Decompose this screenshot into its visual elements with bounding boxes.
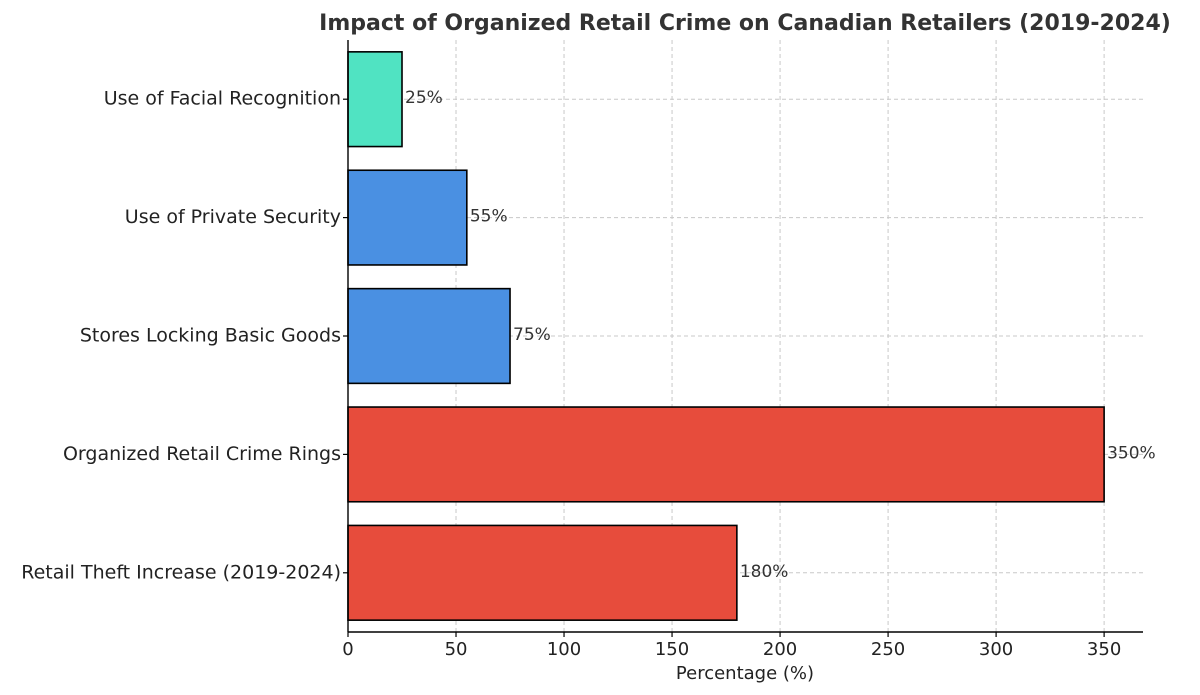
- x-tick-label: 150: [655, 639, 689, 660]
- x-axis-label: Percentage (%): [676, 663, 814, 684]
- x-tick-label: 0: [342, 639, 353, 660]
- y-tick-label: Use of Facial Recognition: [104, 88, 341, 110]
- axes-layer: [343, 40, 1143, 637]
- bar: [347, 169, 468, 266]
- data-label: 350%: [1107, 443, 1156, 463]
- y-tick-label: Use of Private Security: [125, 206, 341, 228]
- x-tick-label: 250: [871, 639, 905, 660]
- data-label: 25%: [405, 88, 443, 108]
- bars-layer: [347, 51, 1105, 621]
- y-tick-label: Stores Locking Basic Goods: [80, 325, 341, 347]
- x-tick-label: 300: [979, 639, 1013, 660]
- x-tick-label: 200: [763, 639, 797, 660]
- y-tick-label: Retail Theft Increase (2019-2024): [21, 561, 341, 583]
- data-label: 75%: [513, 325, 551, 345]
- grid-layer: [347, 40, 1143, 632]
- bar: [347, 406, 1105, 503]
- y-tick-label: Organized Retail Crime Rings: [63, 443, 341, 465]
- bar: [347, 524, 738, 621]
- labels-layer: 180% Retail Theft Increase (2019-2024) 350…: [21, 88, 1155, 660]
- data-label: 180%: [740, 562, 789, 582]
- x-tick-label: 350: [1087, 639, 1121, 660]
- data-label: 55%: [470, 207, 508, 227]
- bar: [347, 287, 511, 385]
- x-tick-label: 100: [547, 639, 581, 660]
- chart-title: Impact of Organized Retail Crime on Cana…: [319, 11, 1171, 36]
- bar: [347, 51, 403, 148]
- x-tick-label: 50: [445, 639, 468, 660]
